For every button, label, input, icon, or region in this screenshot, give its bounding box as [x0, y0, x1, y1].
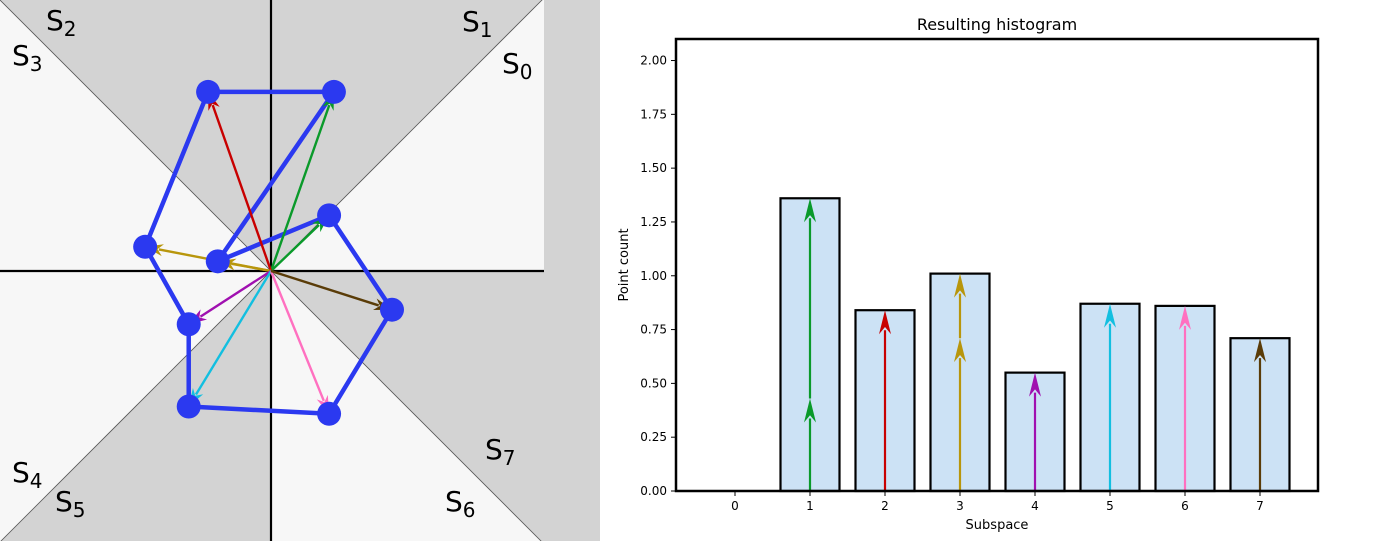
x-tick-label: 4 — [1031, 499, 1039, 513]
sector-diagram: S0 S1 S2 S3 S4 S5 S6 S7 — [0, 0, 600, 545]
outer-region — [544, 0, 600, 541]
vertex-8 — [380, 297, 404, 322]
arrow-head — [1179, 305, 1191, 330]
x-tick-label: 6 — [1181, 499, 1189, 513]
arrow-head — [1254, 338, 1266, 363]
histogram-panel: Resulting histogram Point count Subspace… — [600, 0, 1382, 541]
vertex-4 — [205, 249, 230, 274]
y-tick-label: 0.75 — [640, 323, 667, 337]
sector-label-s3: S3 — [12, 39, 43, 76]
chart-title: Resulting histogram — [917, 15, 1077, 34]
vertex-1 — [321, 79, 346, 104]
sector-label-s1: S1 — [462, 5, 493, 42]
vector-shaft — [231, 262, 272, 273]
bar-arrow-1 — [804, 198, 816, 399]
bar-arrow-6 — [1104, 303, 1116, 491]
axis-ticks: 0.00 0.25 0.50 0.75 1.00 1.25 1.50 1.75 2.00 0 1 2 3… — [640, 54, 1264, 513]
sector-labels: S0 S1 S2 S3 S4 S5 S6 S7 — [12, 4, 533, 522]
x-tick-label: 3 — [956, 499, 964, 513]
arrow-head — [954, 338, 966, 363]
arrow-head — [804, 398, 816, 423]
x-tick-label: 5 — [1106, 499, 1114, 513]
point-polygon — [142, 89, 395, 417]
bar-arrow-5 — [1029, 372, 1041, 491]
bar-arrows — [804, 198, 1266, 491]
vector-shaft — [211, 104, 273, 272]
bar-arrow-0 — [804, 398, 816, 491]
vector-shaft — [269, 270, 325, 402]
sector-label-s6: S6 — [445, 485, 476, 522]
y-tick-label: 0.25 — [640, 430, 667, 444]
x-tick-label: 0 — [731, 499, 739, 513]
arrow-head — [879, 310, 891, 335]
y-tick-label: 1.25 — [640, 215, 667, 229]
y-tick-label: 0.50 — [640, 376, 667, 390]
y-tick-label: 0.00 — [640, 484, 667, 498]
vertex-0 — [317, 203, 342, 228]
x-tick-label: 7 — [1256, 499, 1264, 513]
vertex-2 — [196, 79, 221, 104]
sector-diagram-panel: S0 S1 S2 S3 S4 S5 S6 S7 — [0, 0, 600, 545]
bar-arrow-7 — [1179, 305, 1191, 491]
histogram-chart: Resulting histogram Point count Subspace… — [600, 0, 1382, 541]
x-axis-label: Subspace — [966, 518, 1029, 533]
y-tick-label: 1.00 — [640, 269, 667, 283]
sector-label-s4: S4 — [12, 456, 43, 493]
vertex-7 — [317, 401, 342, 426]
arrow-head — [804, 198, 816, 223]
bar-arrow-8 — [1254, 338, 1266, 491]
sector-label-s5: S5 — [55, 485, 86, 522]
bar-arrow-2 — [879, 310, 891, 491]
vertex-5 — [176, 312, 201, 337]
plot-frame — [674, 37, 1320, 493]
x-tick-label: 2 — [881, 499, 889, 513]
vector-shaft — [199, 269, 272, 318]
y-tick-label: 1.75 — [640, 107, 667, 121]
arrow-head — [1104, 303, 1116, 328]
sector-label-s0: S0 — [502, 47, 533, 84]
polygon-vertices — [133, 79, 404, 426]
vector-shaft — [270, 224, 320, 272]
vertex-6 — [176, 394, 201, 419]
x-tick-label: 1 — [806, 499, 814, 513]
arrow-head — [954, 273, 966, 298]
y-tick-label: 2.00 — [640, 54, 667, 68]
vertex-3 — [133, 234, 158, 259]
bar-arrow-3 — [954, 338, 966, 491]
vector-shaft — [270, 269, 380, 307]
sector-label-s2: S2 — [46, 4, 77, 41]
bar-arrow-4 — [954, 273, 966, 339]
vector-shaft — [194, 270, 273, 396]
y-tick-label: 1.50 — [640, 161, 667, 175]
arrow-head — [1029, 372, 1041, 397]
y-axis-label: Point count — [617, 228, 632, 301]
sector-label-s7: S7 — [485, 433, 516, 470]
polygon-outline — [142, 89, 395, 417]
vector-shaft — [269, 104, 331, 272]
